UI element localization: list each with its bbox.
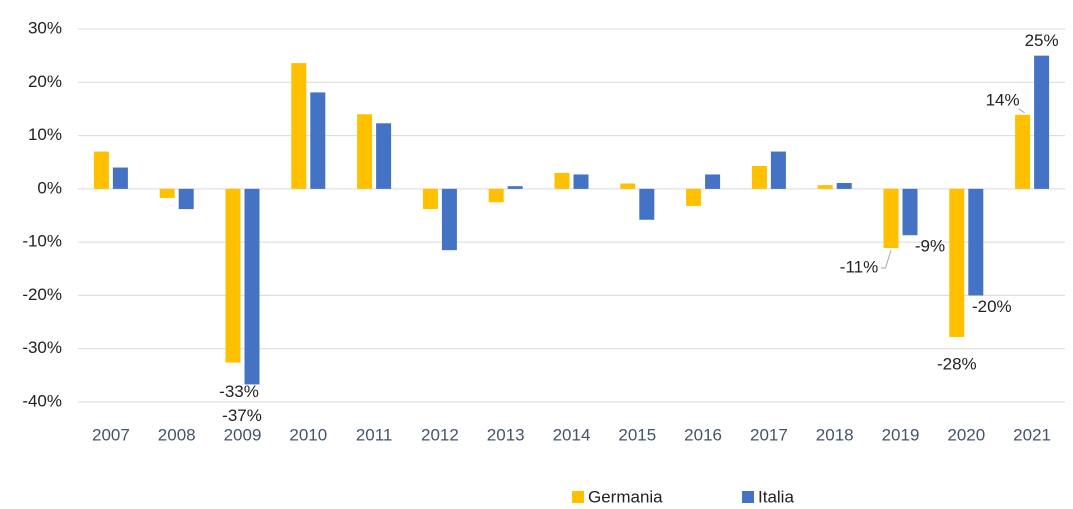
y-tick-label: 10% (28, 125, 62, 144)
bar (1034, 55, 1050, 189)
x-tick-label: 2017 (750, 425, 788, 444)
bar (244, 188, 260, 385)
leader-line (881, 249, 892, 269)
bar (159, 188, 175, 198)
bar (422, 188, 438, 210)
data-label: -9% (915, 237, 945, 256)
bar (488, 188, 504, 203)
x-tick-label: 2019 (882, 425, 920, 444)
bar (883, 188, 899, 249)
x-tick-label: 2012 (421, 425, 459, 444)
bar (817, 185, 833, 189)
y-tick-label: 0% (37, 178, 62, 197)
data-label: 25% (1025, 31, 1059, 50)
bar (770, 151, 786, 189)
y-tick-label: -20% (22, 285, 62, 304)
y-tick-label: -40% (22, 391, 62, 410)
x-tick-label: 2021 (1013, 425, 1051, 444)
y-tick-label: 30% (28, 18, 62, 37)
bar (178, 188, 194, 210)
data-label: -37% (222, 406, 262, 425)
y-tick-label: -10% (22, 232, 62, 251)
legend-label: Germania (588, 487, 663, 506)
leader-line (1018, 108, 1025, 114)
bar (291, 63, 307, 189)
legend-label: Italia (758, 487, 794, 506)
bar (968, 188, 984, 296)
x-tick-label: 2010 (289, 425, 327, 444)
data-label: -28% (937, 354, 977, 373)
bar (705, 174, 721, 189)
x-tick-label: 2009 (224, 425, 262, 444)
x-tick-label: 2013 (487, 425, 525, 444)
bar (357, 114, 373, 189)
bar (573, 174, 589, 189)
bar (376, 123, 392, 189)
bar (225, 188, 241, 363)
bar (1015, 114, 1031, 189)
bar (686, 188, 702, 206)
bar (554, 172, 570, 189)
bar (310, 92, 326, 189)
data-label: -11% (840, 257, 878, 276)
x-tick-label: 2015 (618, 425, 656, 444)
data-label: -33% (219, 382, 259, 401)
y-tick-label: 20% (28, 72, 62, 91)
bar (620, 183, 636, 189)
x-tick-label: 2008 (158, 425, 196, 444)
bar (751, 165, 767, 189)
x-tick-label: 2016 (684, 425, 722, 444)
legend-swatch (742, 491, 754, 503)
bar (93, 151, 109, 189)
bar (902, 188, 918, 236)
x-tick-label: 2020 (947, 425, 985, 444)
bar (836, 182, 852, 189)
x-tick-label: 2014 (553, 425, 591, 444)
bar (441, 188, 457, 251)
y-tick-label: -30% (22, 338, 62, 357)
bar (112, 167, 128, 189)
x-tick-label: 2011 (356, 425, 393, 444)
data-label: -20% (972, 297, 1012, 316)
bar (639, 188, 655, 220)
data-label: 14% (986, 90, 1020, 109)
bar (949, 188, 965, 337)
bar (507, 186, 523, 189)
x-tick-label: 2018 (816, 425, 854, 444)
legend-swatch (572, 491, 584, 503)
x-tick-label: 2007 (92, 425, 130, 444)
